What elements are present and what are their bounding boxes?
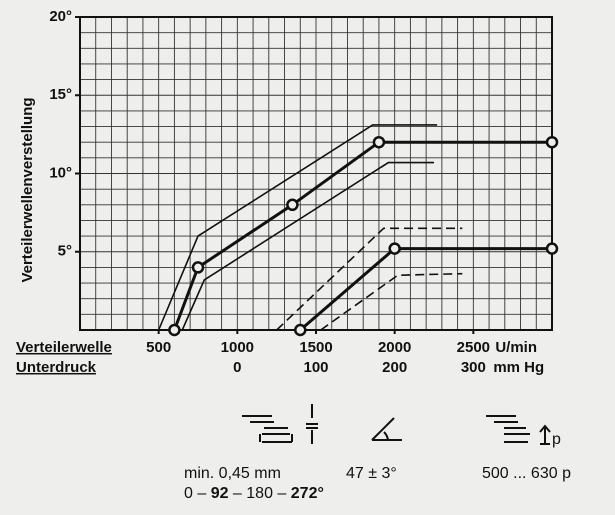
x-tick-label: 500: [146, 339, 171, 356]
x2-tick-label: 0: [233, 359, 241, 376]
series-line: [320, 272, 463, 331]
seq-part: 272°: [291, 485, 324, 502]
icons: [242, 404, 551, 445]
series-line: [181, 161, 434, 331]
point: [388, 242, 401, 255]
x-tick-label: 2000: [378, 339, 411, 356]
point: [545, 242, 559, 255]
y-tick-label: 10°: [49, 164, 72, 181]
y-tick-label: 20°: [49, 8, 72, 25]
x-unit: U/min: [495, 339, 537, 356]
x-tick-label: 1000: [221, 339, 254, 356]
y-tick-label: 15°: [49, 86, 72, 103]
x-tick-label: 2500: [457, 339, 490, 356]
seq-part: – 180 –: [228, 485, 290, 502]
point: [294, 323, 307, 337]
series-line: [276, 227, 463, 331]
seq-part: 0 –: [184, 485, 211, 502]
x2-tick-label: 100: [303, 359, 328, 376]
series-line: [157, 124, 438, 331]
x2-tick-label: 200: [382, 359, 407, 376]
point: [545, 135, 559, 149]
point: [168, 323, 181, 337]
angle-label: 47 ± 3°: [346, 465, 397, 482]
seq-part: 92: [211, 485, 229, 502]
x2-axis-title: Unterdruck: [16, 359, 97, 376]
x-tick-label: 1500: [299, 339, 332, 356]
p-symbol: p: [552, 431, 561, 448]
point: [191, 261, 205, 274]
x2-tick-label: 300: [461, 359, 486, 376]
point: [372, 135, 386, 149]
sequence-label: 0 – 92 – 180 – 272°: [184, 485, 324, 502]
y-axis-title: Verteilerwellenverstellung: [19, 97, 36, 282]
point: [286, 198, 299, 212]
y-tick-label: 5°: [58, 243, 72, 260]
pressure-label: 500 ... 630 p: [482, 465, 571, 482]
x-axis-title: Verteilerwelle: [16, 339, 112, 356]
gap-label: min. 0,45 mm: [184, 465, 281, 482]
x2-unit: mm Hg: [493, 359, 544, 376]
